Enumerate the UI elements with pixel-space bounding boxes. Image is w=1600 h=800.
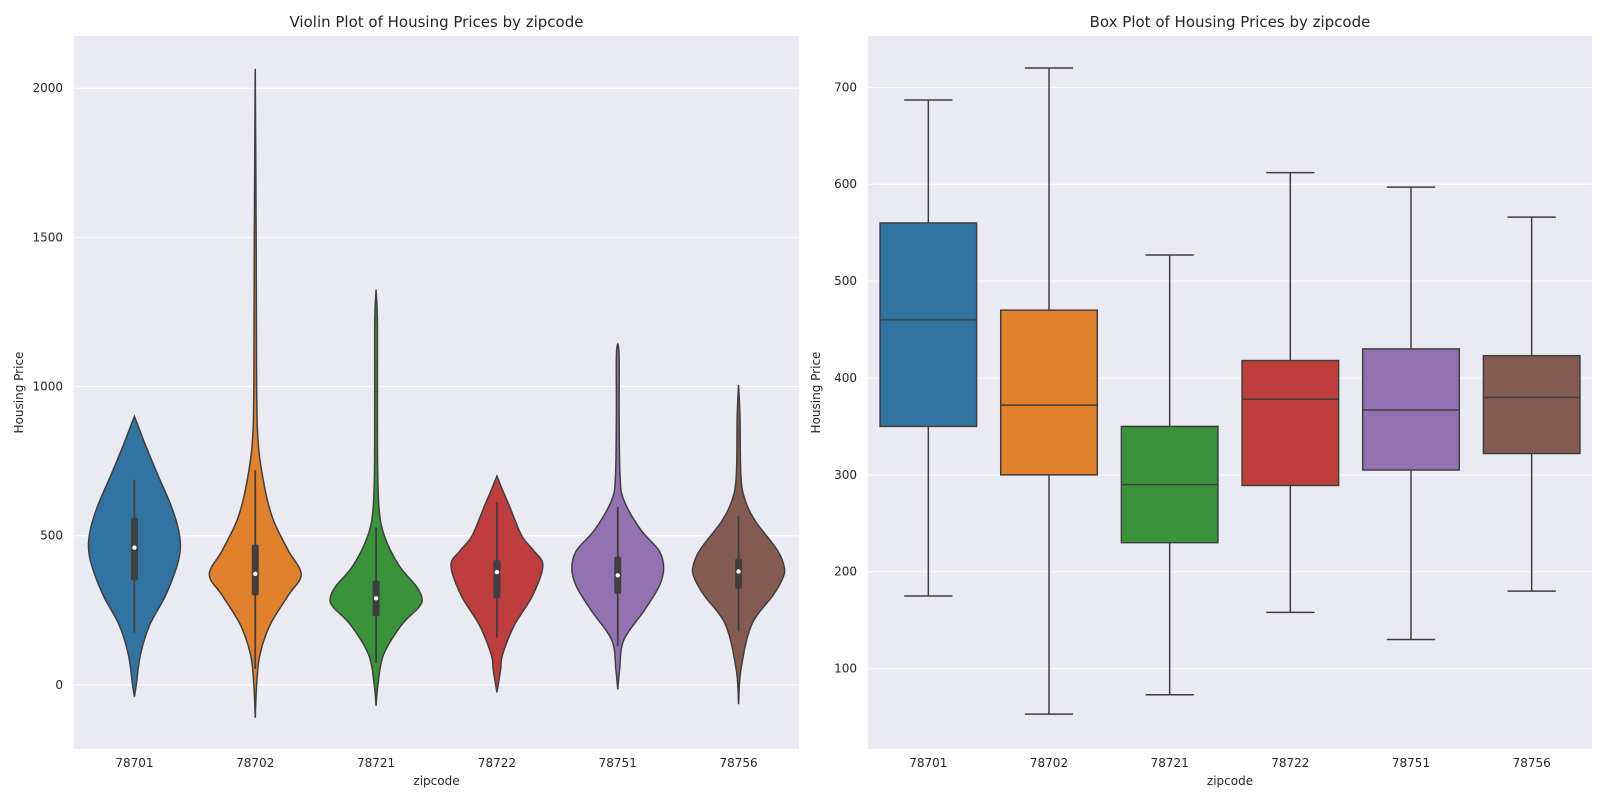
box-iqr-78756	[1482, 354, 1581, 455]
box-x-tick-label: 78722	[1271, 756, 1309, 770]
violin-y-tick-label: 0	[55, 678, 63, 692]
violin-y-tick-label: 1500	[32, 230, 63, 244]
violin-median-dot-78702	[253, 571, 258, 577]
violin-median-dot-78701	[132, 545, 137, 550]
violin-y-axis-label: Housing Price	[12, 352, 26, 434]
box-x-tick-label: 78756	[1513, 756, 1551, 770]
box-y-tick-label: 400	[834, 371, 857, 385]
box-x-tick-label: 78751	[1392, 756, 1430, 770]
box-marks	[879, 67, 1581, 715]
box-iqr-78701	[879, 222, 978, 428]
box-y-tick-label: 600	[834, 177, 857, 191]
box-x-tick-label: 78701	[909, 756, 947, 770]
box-y-tick-label: 200	[834, 565, 857, 579]
violin-x-axis-label: zipcode	[413, 774, 459, 788]
violin-marks	[87, 68, 786, 718]
box-x-tick-label: 78702	[1030, 756, 1068, 770]
violin-plot-area	[74, 36, 799, 749]
violin-iqr-box-78722	[493, 560, 501, 599]
violin-y-tick-label: 500	[40, 529, 63, 543]
box-x-axis-label: zipcode	[1207, 774, 1253, 788]
violin-x-tick-label: 78701	[115, 756, 153, 770]
violin-x-tick-label: 78702	[236, 756, 274, 770]
box-y-tick-label: 300	[834, 468, 857, 482]
violin-iqr-box-78756	[735, 558, 743, 589]
box-y-axis-label: Housing Price	[809, 352, 823, 434]
violin-chart-title: Violin Plot of Housing Prices by zipcode	[290, 13, 584, 31]
box-x-ticks: 78701 78702 78721 78722 78751 78756	[909, 756, 1551, 770]
violin-x-tick-label: 78751	[599, 756, 637, 770]
violin-median-dot-78756	[736, 569, 741, 574]
box-y-ticks: 100 200 300 400 500 600 700	[834, 80, 857, 675]
box-y-tick-label: 700	[834, 80, 857, 94]
violin-x-tick-label: 78722	[478, 756, 516, 770]
violin-body-78702	[208, 68, 302, 718]
violin-y-ticks: 0 500 1000 1500 2000	[32, 81, 63, 692]
box-x-tick-label: 78721	[1151, 756, 1189, 770]
violin-median-dot-78721	[373, 596, 379, 601]
box-iqr-78722	[1241, 359, 1340, 487]
violin-x-ticks: 78701 78702 78721 78722 78751 78756	[115, 756, 757, 770]
violin-x-tick-label: 78756	[719, 756, 757, 770]
box-gridlines	[868, 86, 1592, 670]
box-y-tick-label: 100	[834, 662, 857, 676]
violin-gridlines	[74, 87, 799, 686]
violin-median-dot-78751	[615, 573, 620, 578]
violin-median-dot-78722	[494, 569, 500, 575]
violin-iqr-box-78702	[251, 544, 259, 596]
violin-y-tick-label: 1000	[32, 380, 63, 394]
violin-body-78721	[329, 289, 423, 706]
violin-y-tick-label: 2000	[32, 81, 63, 95]
box-iqr-78702	[999, 309, 1099, 476]
box-y-tick-label: 500	[834, 274, 857, 288]
box-chart-title: Box Plot of Housing Prices by zipcode	[1090, 13, 1371, 31]
box-plot-area	[868, 36, 1592, 749]
violin-x-tick-label: 78721	[357, 756, 395, 770]
